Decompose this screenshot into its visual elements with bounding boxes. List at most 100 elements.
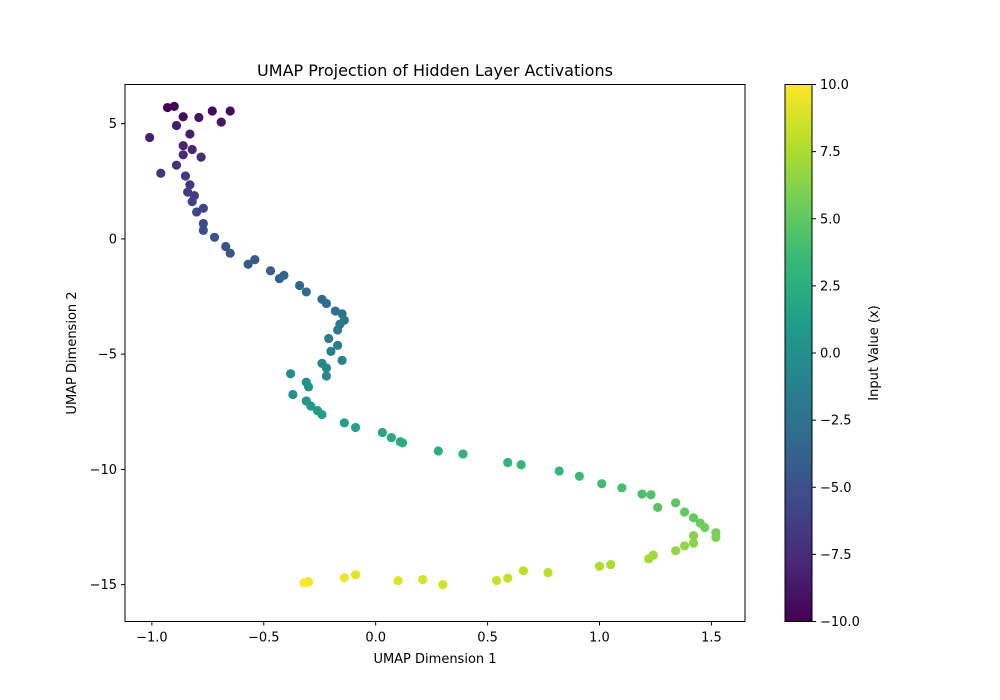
scatter-point [377,427,387,438]
scatter-point [679,507,690,517]
colorbar-label: Input Value (x) [867,305,882,400]
scatter-point [321,363,332,373]
scatter-point [503,457,513,468]
scatter-point [679,541,690,551]
scatter-point [288,389,298,400]
colorbar-tick-label: −2.5 [820,414,852,429]
scatter-point [333,325,343,335]
colorbar-tick-label: 5.0 [820,212,841,227]
scatter-point [169,101,179,111]
scatter-point [198,203,208,213]
scatter-point [243,259,253,269]
scatter-point [178,150,188,160]
scatter-point [646,490,656,500]
scatter-point [171,160,182,170]
scatter-point [597,479,607,489]
x-axis-ticks: −1.0 −0.5 0.0 0.5 1.0 1.5 [136,621,722,646]
x-tick-label: 0.0 [365,631,386,646]
scatter-point [301,287,311,297]
x-axis-label: UMAP Dimension 1 [373,652,496,667]
scatter-point [225,248,235,258]
scatter-point [279,270,289,280]
scatter-point [194,112,204,123]
scatter-point [491,575,502,586]
scatter-point [145,132,155,143]
scatter-point [178,140,188,151]
scatter-point [321,298,332,309]
scatter-point [700,522,710,533]
scatter-point [433,446,443,456]
y-axis-label: UMAP Dimension 2 [65,291,80,414]
scatter-point [516,460,526,470]
scatter-point [321,371,332,381]
scatter-point [171,120,182,131]
scatter-point [326,346,336,356]
chart-title: UMAP Projection of Hidden Layer Activati… [257,61,613,80]
scatter-point [196,152,206,162]
scatter-point [306,401,316,411]
scatter-point [606,559,616,570]
x-tick-label: 1.0 [589,631,610,646]
scatter-point [339,573,349,583]
scatter-point [503,573,513,583]
scatter-point [207,106,217,116]
scatter-point [192,207,202,217]
y-tick-label: 5 [109,117,117,132]
scatter-point [688,513,699,523]
scatter-point [286,369,296,379]
colorbar-tick-label: 10.0 [820,78,849,93]
scatter-point [317,409,327,420]
scatter-point [688,531,699,541]
scatter-point [265,266,276,276]
colorbar-tick-label: −7.5 [820,548,852,563]
scatter-point [250,255,260,265]
scatter-point [216,117,226,127]
scatter-point [671,498,681,508]
colorbar-tick-label: 0.0 [820,347,841,362]
x-tick-label: −1.0 [136,631,168,646]
y-tick-label: −10 [90,463,117,478]
scatter-point [299,578,309,588]
y-tick-label: −15 [90,578,117,593]
scatter-point [187,196,197,207]
scatter-point [221,241,231,252]
scatter-point [185,180,195,190]
scatter-point [350,570,361,580]
colorbar-tick-label: −10.0 [820,615,860,630]
scatter-point [458,449,468,459]
scatter-point [187,144,197,155]
scatter-point [337,355,347,365]
colorbar-tick-label: −5.0 [820,481,852,496]
x-tick-label: 0.5 [477,631,498,646]
scatter-point [644,554,654,564]
scatter-point [653,502,663,513]
scatter-point [518,566,529,576]
scatter-point [543,568,553,578]
scatter-point [180,171,191,181]
scatter-point [671,546,681,556]
scatter-point [350,422,361,433]
scatter-point [185,129,195,139]
scatter-point [156,168,166,178]
scatter-point [178,112,188,122]
scatter-point [574,471,584,481]
scatter-point [324,333,334,344]
scatter-point [393,576,403,586]
y-tick-label: 0 [109,232,117,247]
scatter-point [418,574,428,585]
scatter-point [688,538,699,548]
scatter-point [209,232,220,242]
x-tick-label: −0.5 [248,631,280,646]
scatter-point [617,483,627,493]
x-tick-label: 1.5 [701,631,722,646]
scatter-point [303,382,314,392]
colorbar-tick-label: 7.5 [820,145,841,160]
scatter-point [225,106,235,116]
y-axis-ticks: 5 0 −5 −10 −15 [90,117,125,593]
scatter-point [294,280,305,291]
colorbar-tick-label: 2.5 [820,279,841,294]
plot-area: −1.0 −0.5 0.0 0.5 1.0 1.5 5 0 −5 −10 −15 [90,84,746,646]
scatter-point [386,432,396,443]
scatter-point [339,418,349,428]
